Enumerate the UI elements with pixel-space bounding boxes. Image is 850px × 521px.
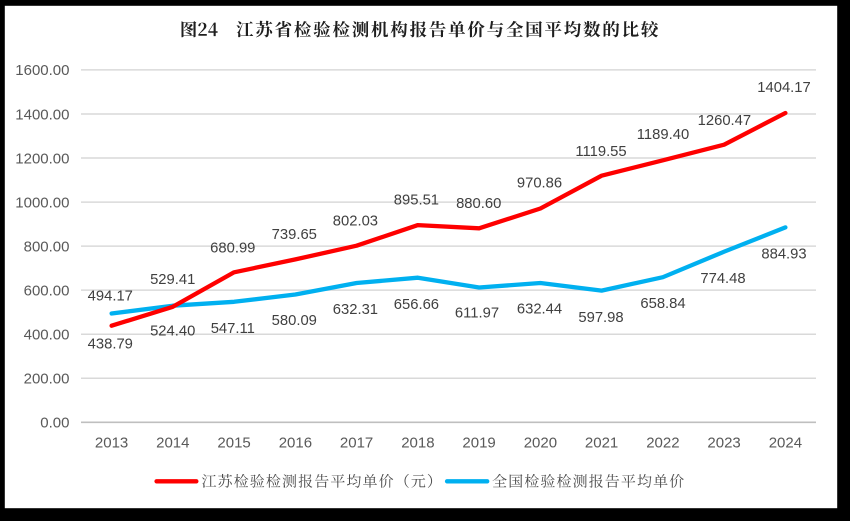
svg-text:2018: 2018: [401, 435, 434, 452]
svg-text:597.98: 597.98: [578, 310, 623, 326]
svg-text:200.00: 200.00: [24, 371, 70, 388]
svg-text:524.40: 524.40: [150, 323, 195, 339]
svg-text:632.44: 632.44: [517, 302, 562, 318]
svg-text:438.79: 438.79: [88, 337, 133, 353]
svg-text:2024: 2024: [769, 435, 802, 452]
svg-text:2019: 2019: [462, 435, 495, 452]
svg-text:2022: 2022: [646, 435, 679, 452]
svg-text:1260.47: 1260.47: [698, 113, 752, 129]
svg-text:658.84: 658.84: [640, 296, 685, 312]
svg-text:547.11: 547.11: [211, 321, 255, 337]
svg-text:580.09: 580.09: [272, 313, 317, 329]
svg-text:802.03: 802.03: [333, 214, 378, 230]
svg-text:2016: 2016: [279, 435, 312, 452]
svg-text:680.99: 680.99: [210, 241, 255, 257]
svg-text:1200.00: 1200.00: [15, 150, 69, 167]
svg-text:2013: 2013: [95, 435, 128, 452]
svg-text:2020: 2020: [524, 435, 557, 452]
svg-text:970.86: 970.86: [517, 176, 562, 192]
svg-text:400.00: 400.00: [24, 327, 70, 344]
svg-text:1000.00: 1000.00: [15, 194, 69, 211]
svg-text:2015: 2015: [217, 435, 250, 452]
svg-text:1600.00: 1600.00: [15, 62, 69, 79]
svg-text:2014: 2014: [156, 435, 189, 452]
svg-text:632.31: 632.31: [333, 302, 378, 318]
svg-text:1189.40: 1189.40: [637, 127, 689, 143]
svg-text:2017: 2017: [340, 435, 373, 452]
svg-text:895.51: 895.51: [394, 193, 439, 209]
svg-text:1119.55: 1119.55: [575, 144, 626, 160]
svg-text:611.97: 611.97: [455, 306, 499, 322]
svg-text:494.17: 494.17: [88, 289, 133, 305]
svg-text:1404.17: 1404.17: [757, 80, 811, 96]
svg-text:800.00: 800.00: [24, 238, 70, 255]
svg-text:529.41: 529.41: [150, 272, 195, 288]
svg-text:884.93: 884.93: [761, 247, 806, 263]
svg-text:2023: 2023: [707, 435, 740, 452]
svg-text:739.65: 739.65: [272, 227, 317, 243]
svg-text:2021: 2021: [585, 435, 618, 452]
svg-text:656.66: 656.66: [394, 297, 439, 313]
svg-text:880.60: 880.60: [456, 196, 501, 212]
svg-text:1400.00: 1400.00: [15, 106, 69, 123]
svg-text:0.00: 0.00: [40, 415, 69, 432]
svg-text:600.00: 600.00: [24, 282, 70, 299]
svg-text:774.48: 774.48: [700, 271, 745, 287]
